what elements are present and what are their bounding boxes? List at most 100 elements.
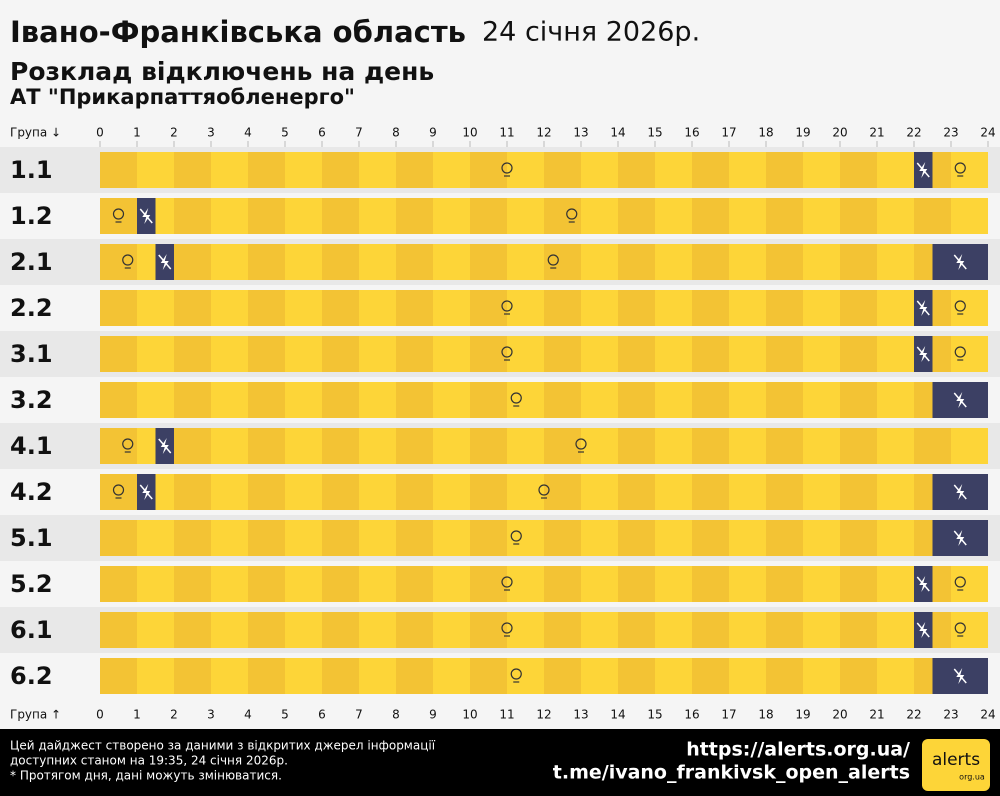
hour-cell xyxy=(211,428,248,464)
hour-cell xyxy=(655,474,692,510)
x-tick-label: 24 xyxy=(980,126,995,140)
footer-link[interactable]: t.me/ivano_frankivsk_open_alerts xyxy=(553,762,910,784)
hour-cell xyxy=(211,658,248,694)
hour-cell xyxy=(137,658,174,694)
hour-cell xyxy=(248,520,285,556)
hour-cell xyxy=(618,152,655,188)
hour-cell xyxy=(322,336,359,372)
footer-link[interactable]: https://alerts.org.ua/ xyxy=(686,739,910,761)
on-icon xyxy=(575,438,587,450)
on-icon xyxy=(954,346,966,358)
hour-cell xyxy=(433,474,470,510)
hour-cell xyxy=(470,520,507,556)
x-tick-label: 11 xyxy=(499,126,514,140)
x-tick-label: 13 xyxy=(573,126,588,140)
hour-cell xyxy=(322,428,359,464)
hour-cell xyxy=(470,244,507,280)
hour-cell xyxy=(359,612,396,648)
hour-cell xyxy=(211,566,248,602)
hour-cell xyxy=(322,612,359,648)
logo-text: alerts xyxy=(932,750,980,770)
hour-cell xyxy=(766,520,803,556)
hour-cell xyxy=(840,336,877,372)
hour-cell xyxy=(507,152,544,188)
x-tick-label: 12 xyxy=(536,708,551,722)
hour-cell xyxy=(359,152,396,188)
hour-cell xyxy=(137,520,174,556)
hour-cell xyxy=(174,612,211,648)
hour-cell xyxy=(692,612,729,648)
hour-cell xyxy=(729,244,766,280)
hour-cell xyxy=(433,658,470,694)
hour-cell xyxy=(174,290,211,326)
footer-note: * Протягом дня, дані можуть змінюватися. xyxy=(10,769,282,783)
x-tick-label: 4 xyxy=(244,126,252,140)
hour-cell xyxy=(285,520,322,556)
hour-cell xyxy=(840,612,877,648)
hour-cell xyxy=(581,428,618,464)
hour-cell xyxy=(359,428,396,464)
hour-cell xyxy=(692,474,729,510)
hour-cell xyxy=(359,198,396,234)
on-icon xyxy=(501,346,513,358)
date: 24 січня 2026р. xyxy=(482,17,700,48)
hour-cell xyxy=(322,474,359,510)
hour-cell xyxy=(951,336,988,372)
hour-cell xyxy=(803,566,840,602)
x-tick-label: 5 xyxy=(281,126,289,140)
on-icon xyxy=(954,576,966,588)
x-tick-label: 14 xyxy=(610,126,625,140)
off-icon xyxy=(953,530,967,546)
hour-cell xyxy=(655,336,692,372)
hour-cell xyxy=(729,520,766,556)
hour-cell xyxy=(100,152,137,188)
row-label: 6.2 xyxy=(10,662,53,690)
hour-cell xyxy=(544,474,581,510)
hour-cell xyxy=(470,612,507,648)
hour-cell xyxy=(803,336,840,372)
hour-cell xyxy=(655,520,692,556)
hour-cell xyxy=(470,382,507,418)
hour-cell xyxy=(359,658,396,694)
x-tick-label: 7 xyxy=(355,708,363,722)
x-tick-label: 23 xyxy=(943,126,958,140)
hour-cell xyxy=(174,198,211,234)
row-label: 6.1 xyxy=(10,616,53,644)
hour-cell xyxy=(396,152,433,188)
footer xyxy=(0,729,1000,796)
hour-cell xyxy=(248,290,285,326)
on-icon xyxy=(954,622,966,634)
hour-cell xyxy=(581,336,618,372)
hour-cell xyxy=(581,474,618,510)
hour-cell xyxy=(211,612,248,648)
hour-cell xyxy=(211,382,248,418)
x-tick-label: 20 xyxy=(832,708,847,722)
x-tick-label: 2 xyxy=(170,126,178,140)
x-tick-label: 6 xyxy=(318,708,326,722)
hour-cell xyxy=(729,566,766,602)
hour-cell xyxy=(692,520,729,556)
hour-cell xyxy=(840,244,877,280)
hour-cell xyxy=(544,520,581,556)
on-icon xyxy=(112,208,125,220)
hour-cell xyxy=(322,244,359,280)
hour-cell xyxy=(766,428,803,464)
hour-cell xyxy=(803,520,840,556)
hour-cell xyxy=(692,566,729,602)
on-icon xyxy=(547,254,559,266)
hour-cell xyxy=(248,382,285,418)
x-tick-label: 10 xyxy=(462,126,477,140)
hour-cell xyxy=(396,566,433,602)
hour-cell xyxy=(322,382,359,418)
hour-cell xyxy=(544,658,581,694)
on-icon xyxy=(954,300,966,312)
x-tick-label: 24 xyxy=(980,708,995,722)
x-tick-label: 15 xyxy=(647,708,662,722)
off-icon xyxy=(916,622,930,638)
hour-cell xyxy=(618,382,655,418)
hour-cell xyxy=(507,382,544,418)
hour-cell xyxy=(618,658,655,694)
hour-cell xyxy=(211,198,248,234)
hour-cell xyxy=(248,336,285,372)
x-tick-label: 19 xyxy=(795,708,810,722)
